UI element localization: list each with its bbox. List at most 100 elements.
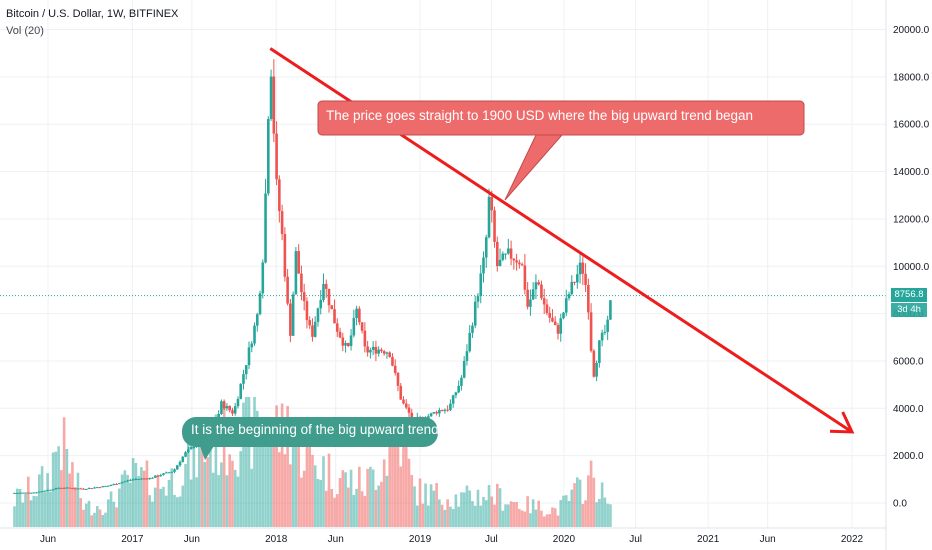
volume-bar: [181, 485, 185, 527]
candle-body: [487, 196, 491, 238]
candle-body: [231, 410, 234, 414]
callout-top-bubble[interactable]: [317, 100, 805, 201]
volume-bar: [385, 475, 389, 527]
candle-body: [327, 288, 331, 306]
volume-bar: [402, 422, 405, 527]
candle-body: [38, 491, 41, 493]
candle-body: [95, 487, 99, 489]
volume-indicator-label[interactable]: Vol (20): [6, 25, 44, 37]
candle-body: [305, 301, 309, 321]
volume-bar: [153, 487, 157, 527]
volume-bar: [471, 501, 474, 527]
volume-bar: [330, 489, 334, 527]
volume-bar: [410, 475, 414, 527]
candle-body: [228, 406, 231, 411]
volume-bar: [109, 491, 113, 527]
candle-body: [540, 284, 543, 299]
candle-body: [443, 409, 447, 411]
candle-body: [581, 262, 585, 274]
volume-bar: [507, 504, 510, 527]
chart-symbol-title[interactable]: Bitcoin / U.S. Dollar, 1W, BITFINEX: [6, 8, 179, 20]
candle-body: [330, 305, 334, 310]
candle-body: [366, 346, 369, 353]
volume-bar: [62, 417, 66, 527]
volume-bar: [432, 490, 436, 527]
candle-body: [29, 492, 33, 494]
candle-body: [123, 481, 127, 483]
candle-body: [151, 477, 154, 479]
candle-body: [148, 477, 151, 480]
volume-bar: [564, 495, 568, 527]
candle-body: [255, 314, 259, 326]
volume-bar: [567, 500, 571, 527]
candle-body: [35, 492, 38, 494]
volume-bar: [404, 447, 408, 527]
volume-bar: [421, 503, 425, 527]
volume-bar: [79, 498, 83, 527]
volume-bar: [167, 479, 171, 527]
volume-bar: [29, 500, 33, 527]
volume-bar: [347, 487, 350, 527]
volume-bar: [253, 397, 256, 527]
volume-bar: [40, 466, 44, 527]
callout-bottom-text: It is the beginning of the big upward tr…: [191, 422, 439, 437]
volume-bar: [98, 509, 102, 527]
volume-bar: [534, 509, 538, 527]
volume-bar: [129, 482, 132, 527]
candle-body: [68, 487, 71, 489]
candle-body: [349, 335, 353, 347]
price-axis[interactable]: 20000.0 18000.0 16000.0 14000.0 12000.0 10000…: [893, 25, 930, 510]
candle-body: [140, 478, 143, 480]
volume-bar: [371, 469, 375, 527]
candle-body: [595, 362, 598, 377]
volume-bar: [413, 486, 416, 527]
volume-bar: [545, 514, 549, 527]
callout-bottom-bubble[interactable]: [182, 417, 438, 460]
volume-bar: [236, 476, 240, 527]
volume-bar: [537, 500, 540, 527]
volume-bar: [319, 479, 323, 527]
volume-bar: [294, 436, 298, 527]
volume-bar: [581, 503, 585, 527]
candle-body: [43, 490, 47, 492]
candle-body: [462, 360, 466, 378]
time-axis[interactable]: Jun 2017 Jun 2018 Jun 2019 Jul 2020 Jul 2021 Jun 20…: [40, 534, 864, 545]
volume-bar: [589, 460, 593, 527]
x-tick-label: 2022: [841, 534, 864, 545]
candle-body: [396, 372, 400, 386]
volume-bar: [429, 484, 433, 527]
volume-bar: [84, 503, 88, 527]
candle-body: [493, 210, 496, 242]
y-tick-label: 20000.0: [893, 25, 930, 36]
volume-bar: [476, 489, 480, 527]
candle-body: [115, 484, 118, 486]
candle-body: [440, 410, 444, 412]
candle-body: [131, 479, 135, 481]
volume-bar: [415, 505, 419, 527]
volume-bar: [184, 463, 187, 527]
candle-body: [40, 491, 44, 493]
volume-bar: [300, 477, 303, 527]
candle-body: [479, 273, 483, 297]
candle-body: [184, 452, 187, 457]
candle-body: [495, 241, 499, 267]
callout-top-text: The price goes straight to 1900 USD wher…: [326, 108, 754, 123]
candle-body: [269, 76, 273, 119]
candle-body: [388, 352, 391, 357]
candle-body: [402, 399, 405, 404]
volume-bar: [305, 442, 309, 527]
candle-body: [145, 478, 149, 480]
candle-body: [438, 410, 441, 414]
volume-bar: [526, 496, 529, 527]
candle-body: [556, 325, 560, 334]
candle-body: [534, 282, 538, 290]
volume-bar: [286, 405, 289, 527]
candle-body: [545, 304, 549, 313]
candle-body: [76, 488, 80, 490]
candle-body: [520, 264, 524, 266]
volume-bar: [548, 514, 552, 527]
candle-body: [355, 308, 358, 319]
volume-bar: [454, 494, 458, 527]
volume-bar: [156, 474, 160, 527]
